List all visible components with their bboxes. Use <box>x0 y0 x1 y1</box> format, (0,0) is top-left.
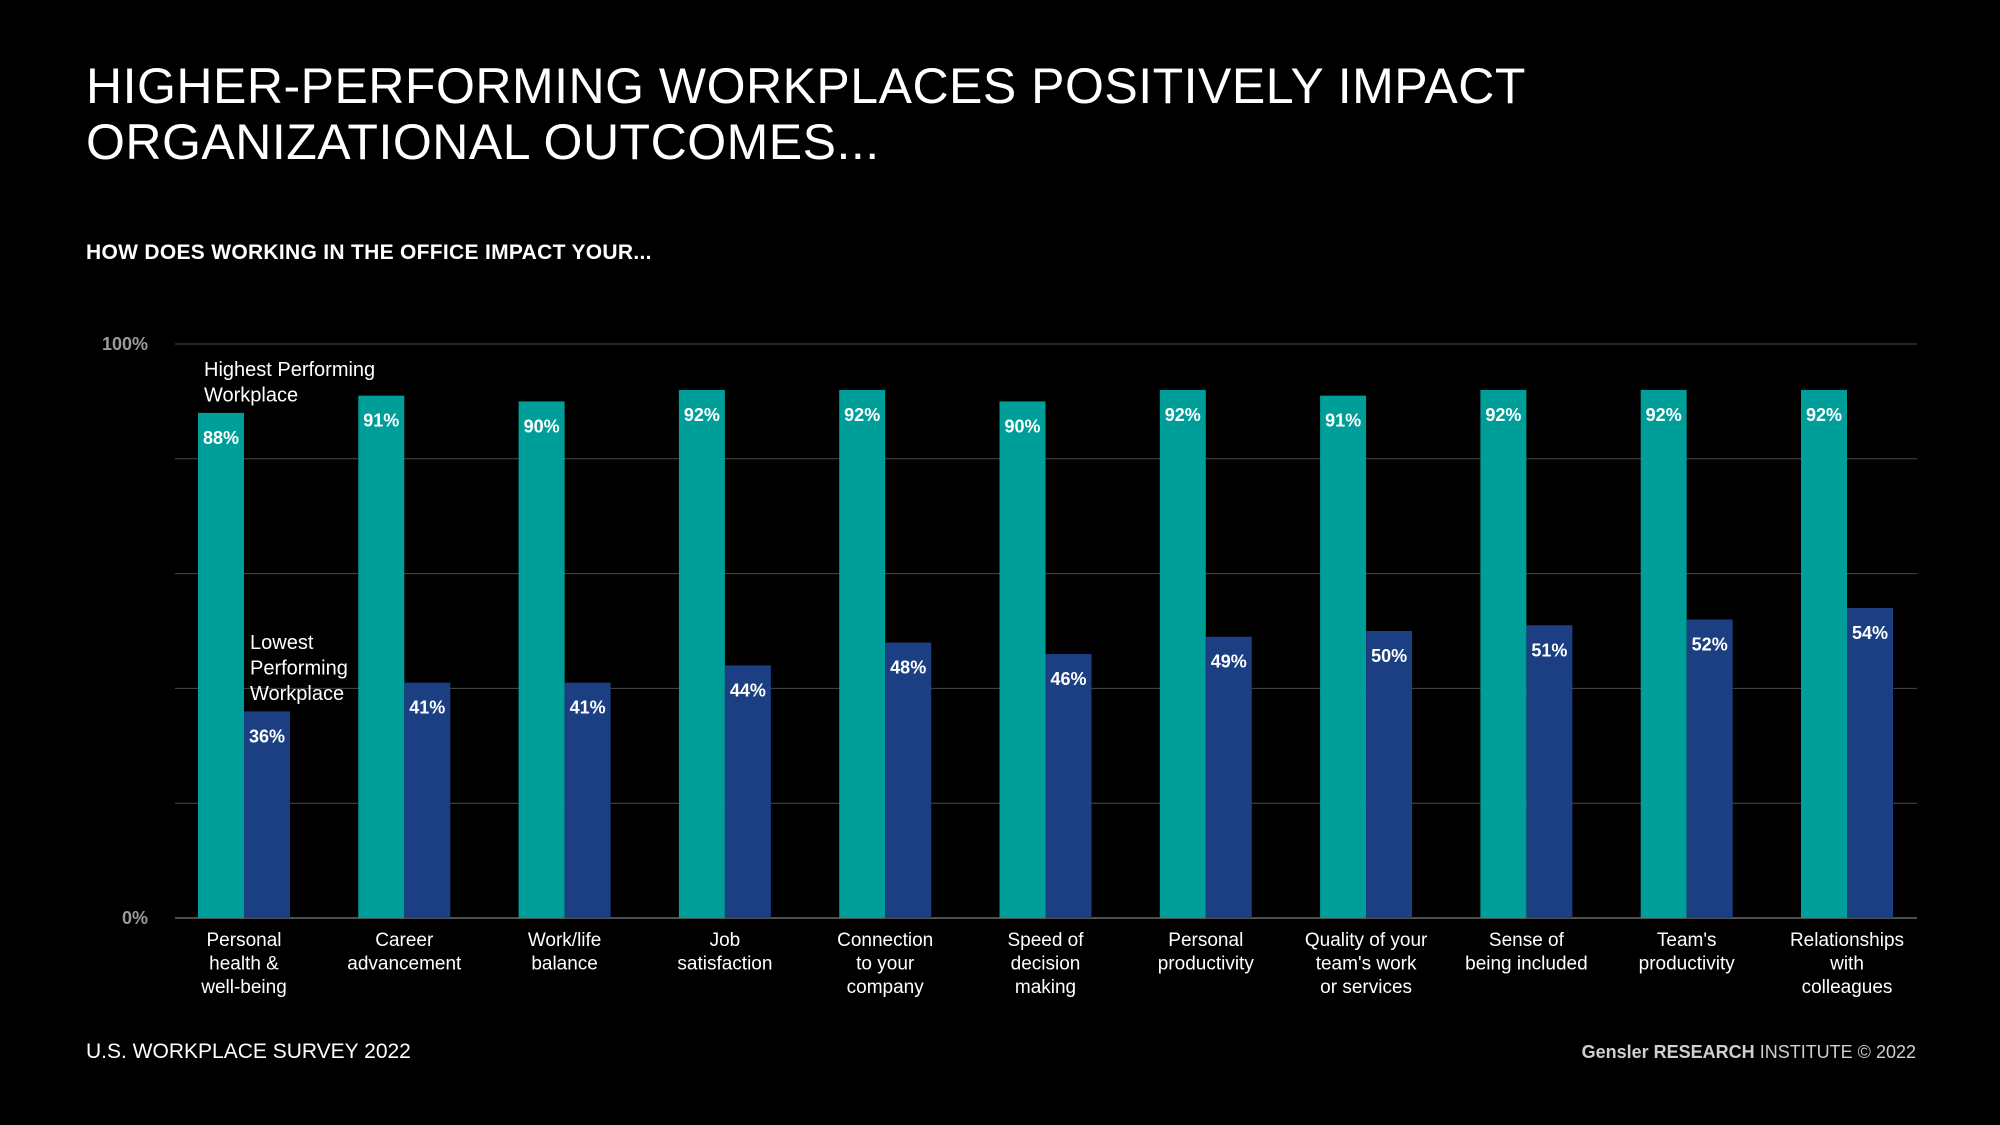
highest-value-label: 92% <box>1806 405 1842 425</box>
highest-value-label: 90% <box>524 416 560 436</box>
lowest-bar <box>1686 619 1733 918</box>
brand-name: Gensler RESEARCH <box>1581 1042 1755 1062</box>
chart-subtitle: HOW DOES WORKING IN THE OFFICE IMPACT YO… <box>86 241 652 264</box>
highest-bar <box>839 389 886 918</box>
lowest-value-label: 36% <box>249 726 285 746</box>
lowest-bar <box>1366 631 1413 918</box>
copyright-text: INSTITUTE © 2022 <box>1754 1042 1916 1062</box>
category-label: Connection to your company <box>837 930 933 998</box>
chart-title-line-2: ORGANIZATIONAL OUTCOMES... <box>86 114 880 170</box>
lowest-bar <box>1205 636 1252 918</box>
highest-value-label: 92% <box>1485 405 1521 425</box>
survey-footer: U.S. WORKPLACE SURVEY 2022 <box>86 1040 411 1063</box>
highest-value-label: 92% <box>684 405 720 425</box>
category-label: Work/life balance <box>528 930 602 975</box>
lowest-bar <box>1526 625 1573 918</box>
highest-bar <box>1320 395 1367 918</box>
copyright-footer: Gensler RESEARCH INSTITUTE © 2022 <box>1582 1042 1916 1063</box>
lowest-bar <box>244 711 290 918</box>
category-label: Quality of your team's work or services <box>1305 930 1428 998</box>
highest-value-label: 92% <box>1165 405 1201 425</box>
category-label: Career advancement <box>347 930 462 975</box>
category-label: Sense of being included <box>1465 930 1588 975</box>
highest-value-label: 90% <box>1004 416 1040 436</box>
lowest-series-annotation: Lowest Performing Workplace <box>250 632 348 705</box>
lowest-bar <box>885 642 932 918</box>
lowest-value-label: 52% <box>1692 635 1728 655</box>
highest-bar <box>1480 389 1527 918</box>
category-label: Relationships with colleagues <box>1790 930 1904 998</box>
lowest-value-label: 50% <box>1371 646 1407 666</box>
highest-bar <box>1159 389 1206 918</box>
lowest-bar <box>1045 653 1092 918</box>
lowest-bar <box>404 682 451 918</box>
lowest-value-label: 54% <box>1852 623 1888 643</box>
y-tick-label: 0% <box>122 908 148 928</box>
lowest-bar <box>564 682 611 918</box>
chart-title-line-1: HIGHER-PERFORMING WORKPLACES POSITIVELY … <box>86 58 1526 114</box>
lowest-value-label: 51% <box>1531 640 1567 660</box>
lowest-bar <box>1847 608 1893 918</box>
highest-bar <box>1801 389 1847 918</box>
y-tick-label: 100% <box>102 334 148 354</box>
highest-value-label: 92% <box>844 405 880 425</box>
lowest-value-label: 46% <box>1050 669 1086 689</box>
highest-value-label: 88% <box>203 428 239 448</box>
chart-title: HIGHER-PERFORMING WORKPLACES POSITIVELY … <box>86 58 1586 170</box>
highest-value-label: 91% <box>363 411 399 431</box>
category-label: Personal health & well-being <box>200 930 287 998</box>
lowest-value-label: 49% <box>1211 652 1247 672</box>
highest-value-label: 92% <box>1646 405 1682 425</box>
category-label: Job satisfaction <box>677 930 772 975</box>
highest-bar <box>678 389 725 918</box>
lowest-value-label: 48% <box>890 657 926 677</box>
lowest-bar <box>724 665 771 918</box>
lowest-value-label: 41% <box>570 698 606 718</box>
highest-bar <box>358 395 405 918</box>
highest-series-annotation: Highest Performing Workplace <box>204 359 375 407</box>
category-label: Team's productivity <box>1639 930 1736 975</box>
lowest-value-label: 41% <box>409 698 445 718</box>
highest-bar <box>518 401 565 918</box>
highest-bar <box>999 401 1046 918</box>
category-label: Speed of decision making <box>1007 930 1084 998</box>
lowest-value-label: 44% <box>730 680 766 700</box>
category-label: Personal productivity <box>1158 930 1255 975</box>
highest-value-label: 91% <box>1325 411 1361 431</box>
highest-bar <box>198 412 244 918</box>
highest-bar <box>1640 389 1687 918</box>
